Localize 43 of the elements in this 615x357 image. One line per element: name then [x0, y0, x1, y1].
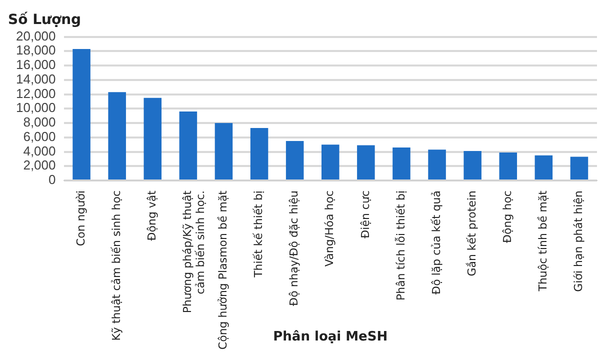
y-tick-label: 2,000 [23, 158, 56, 173]
x-tick-label: Động vật [145, 190, 158, 241]
x-tick-label: Gắn kết protein [465, 190, 478, 276]
y-tick-label: 16,000 [16, 57, 56, 72]
y-tick-label: 20,000 [16, 28, 56, 44]
bar [72, 49, 90, 180]
y-tick-label: 0 [48, 172, 56, 188]
x-tick-label: Con người [74, 190, 88, 246]
bar [144, 98, 162, 180]
x-tick-label: Điện cực [358, 190, 372, 238]
bar [499, 152, 518, 180]
x-tick-label: Độ nhạy/Độ đặc hiệu [288, 190, 301, 306]
bar [464, 151, 482, 180]
x-tick-label: Phương pháp/Kỹ thuật cảm biến sinh học. [181, 190, 208, 314]
bar [570, 156, 588, 180]
y-tick-label: 10,000 [16, 100, 56, 116]
x-axis-title: Phân loại MeSH [273, 330, 388, 345]
x-tick-label: Phân tích lỗi thiết bị [394, 190, 408, 300]
bar [428, 150, 446, 180]
y-tick-label: 12,000 [16, 86, 56, 101]
chart-title: Số Lượng [8, 11, 82, 28]
x-tick-label: Độ lặp của kết quả [430, 190, 443, 294]
y-tick-label: 14,000 [16, 71, 56, 86]
bar [321, 144, 340, 180]
bar [286, 140, 304, 180]
x-tick-label: Giới hạn phát hiện [572, 190, 586, 292]
x-tick-label: Vàng/Hóa học [323, 190, 336, 267]
bar [392, 147, 410, 180]
x-tick-label: Thiết kế thiết bị [252, 190, 266, 278]
y-tick-label: 4,000 [23, 143, 56, 158]
bar [534, 155, 553, 180]
x-tick-label: Kỹ thuật cảm biến sinh học [110, 190, 123, 341]
y-tick-label: 8,000 [23, 114, 56, 130]
x-tick-label: Thuộc tính bề mặt [536, 190, 550, 292]
x-tick-label: Cộng hưởng Plasmon bề mặt [216, 190, 230, 350]
y-tick-label: 6,000 [23, 128, 56, 144]
x-tick-label: Động học [500, 190, 514, 243]
bar [250, 128, 268, 180]
bar [357, 145, 375, 180]
bar [108, 92, 126, 180]
bar [214, 123, 233, 180]
bar [179, 112, 198, 180]
y-tick-label: 18,000 [16, 42, 56, 58]
